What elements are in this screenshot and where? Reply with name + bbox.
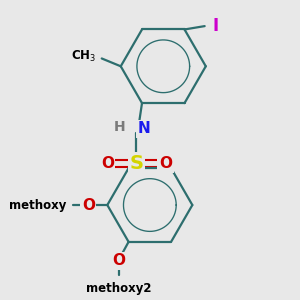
Text: H: H: [114, 120, 125, 134]
Text: O: O: [82, 197, 95, 212]
Text: S: S: [129, 154, 143, 173]
Text: O: O: [112, 254, 125, 268]
Text: N: N: [137, 122, 150, 136]
Text: methoxy: methoxy: [8, 199, 66, 212]
Text: methoxy2: methoxy2: [86, 282, 151, 295]
Text: CH$_3$: CH$_3$: [71, 49, 96, 64]
Text: O: O: [101, 156, 114, 171]
Text: O: O: [159, 156, 172, 171]
Text: I: I: [212, 17, 219, 35]
